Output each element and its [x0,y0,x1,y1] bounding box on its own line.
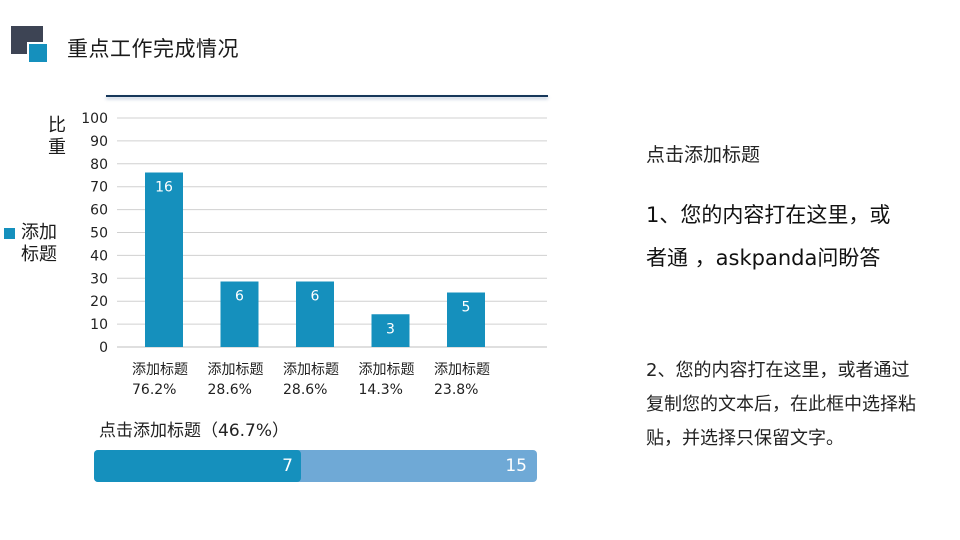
y-tick-label: 50 [90,226,108,242]
x-tick-sublabel: 23.8% [434,382,478,398]
y-tick-label: 60 [90,203,108,219]
y-tick-label: 20 [90,294,108,310]
data-label: 3 [386,321,395,337]
logo-blue-square [27,42,49,64]
legend-label: 添加标题 [21,222,57,265]
x-tick-sublabel: 28.6% [283,382,327,398]
x-tick-label: 添加标题 [359,362,415,378]
bar [220,281,259,347]
progress-fill: 7 [94,450,301,482]
x-tick-label: 添加标题 [208,362,264,378]
bar [447,292,485,347]
page-title: 重点工作完成情况 [67,37,239,61]
side-paragraph-2: 2、您的内容打在这里，或者通过复制您的文本后，在此框中选择粘贴，并选择只保留文字… [646,360,916,449]
progress-bar: 7 15 [94,450,537,482]
side-paragraph-1: 1、您的内容打在这里，或者通 ，askpanda问盼答 [646,203,891,270]
y-tick-label: 100 [81,111,108,127]
y-tick-label: 40 [90,248,108,264]
y-tick-label: 0 [99,340,108,356]
data-label: 5 [462,299,471,315]
legend-swatch [4,228,15,239]
y-tick-label: 80 [90,157,108,173]
x-tick-sublabel: 76.2% [132,382,176,398]
x-tick-sublabel: 14.3% [359,382,403,398]
x-tick-label: 添加标题 [283,362,339,378]
y-axis-label: 比重 [48,115,66,158]
bar [145,172,183,347]
data-label: 6 [235,289,244,305]
bar [296,281,334,347]
side-heading: 点击添加标题 [646,144,761,166]
x-tick-label: 添加标题 [132,362,188,378]
y-tick-label: 90 [90,134,108,150]
y-tick-label: 30 [90,271,108,287]
progress-label: 点击添加标题（46.7%） [99,421,290,441]
x-tick-label: 添加标题 [434,362,490,378]
bar [371,314,410,347]
x-tick-sublabel: 28.6% [208,382,252,398]
progress-total: 15 [505,456,527,476]
title-divider [106,95,548,97]
y-tick-label: 70 [90,180,108,196]
progress-value: 7 [282,456,293,476]
data-label: 16 [155,180,173,196]
bar-chart: 0 10 20 30 40 50 60 70 80 90 100 16 添加标题 76.2% 6 添加标题 28… [81,111,547,398]
data-label: 6 [311,289,320,305]
y-tick-label: 10 [90,317,108,333]
